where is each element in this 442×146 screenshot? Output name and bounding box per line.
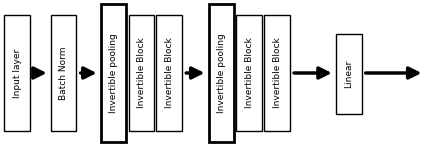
Text: Invertible Block: Invertible Block [165, 38, 174, 108]
Text: Invertible pooling: Invertible pooling [217, 33, 226, 113]
Bar [264, 15, 290, 131]
Text: Invertible Block: Invertible Block [245, 38, 254, 108]
Text: Invertible Block: Invertible Block [137, 38, 146, 108]
Bar [336, 34, 362, 114]
Text: Input layer: Input layer [13, 48, 22, 98]
Bar [4, 15, 30, 131]
Text: Batch Norm: Batch Norm [59, 46, 68, 100]
Bar [236, 15, 262, 131]
Text: Invertible pooling: Invertible pooling [109, 33, 118, 113]
Bar [156, 15, 182, 131]
Bar [209, 4, 234, 142]
Text: Linear: Linear [344, 60, 353, 88]
Bar [129, 15, 154, 131]
Text: Invertible Block: Invertible Block [273, 38, 282, 108]
Bar [101, 4, 126, 142]
Bar [51, 15, 76, 131]
